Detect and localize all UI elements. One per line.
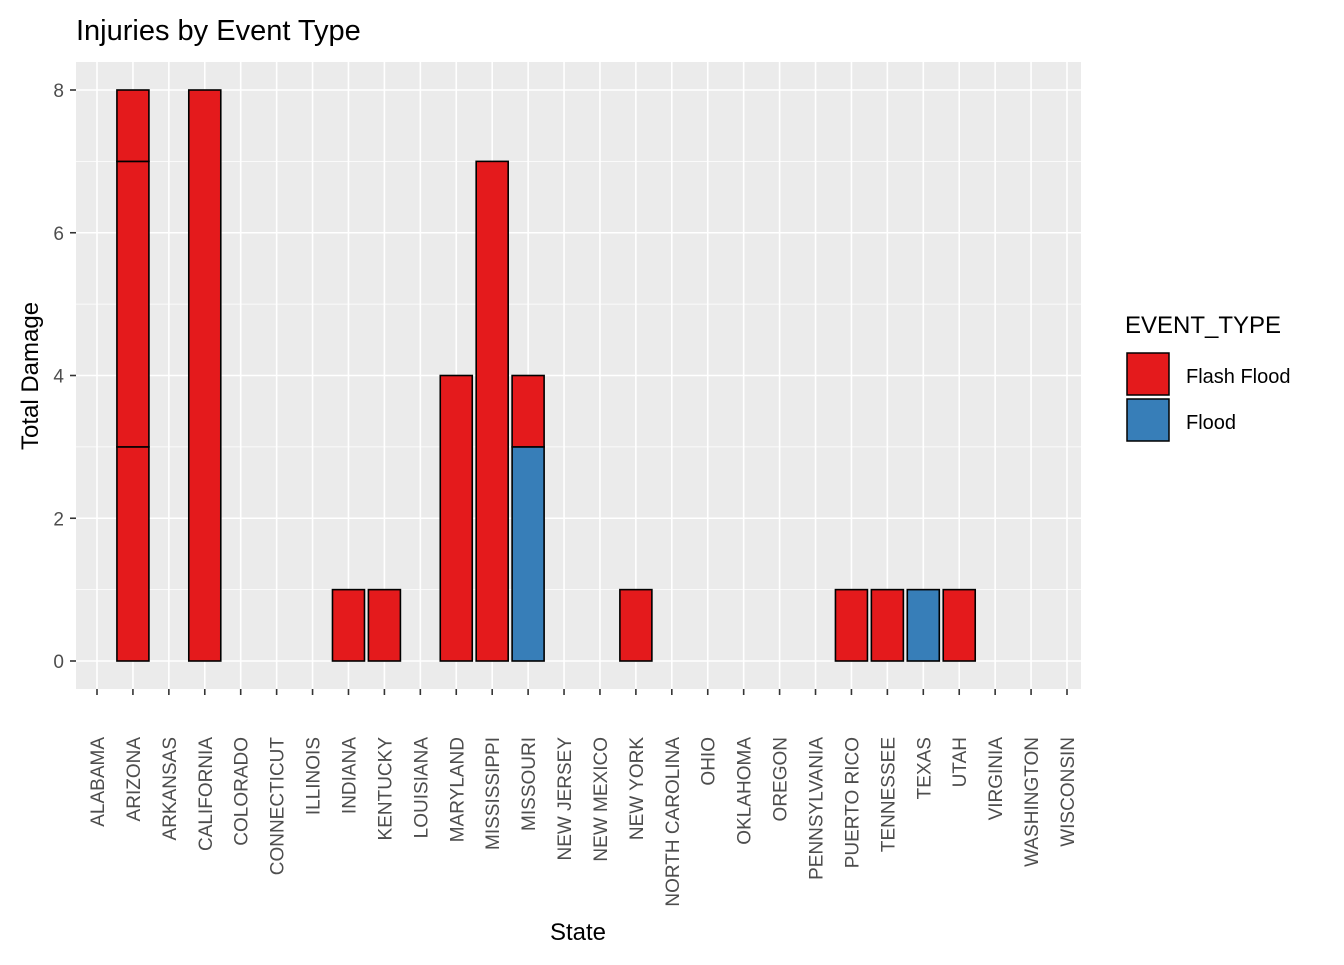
bars <box>116 89 977 662</box>
bar-segment <box>906 588 941 662</box>
legend-label-flood: Flood <box>1186 412 1236 434</box>
y-axis: 0 2 4 6 8 <box>53 81 76 673</box>
bar-segment <box>511 446 545 662</box>
legend-title: EVENT_TYPE <box>1125 312 1281 339</box>
x-tick-label: ILLINOIS <box>304 737 325 815</box>
chart-title: Injuries by Event Type <box>76 15 361 47</box>
x-tick-label: ARIZONA <box>124 737 145 822</box>
x-tick-label: NEW MEXICO <box>591 737 612 862</box>
x-tick-label: WISCONSIN <box>1058 737 1079 847</box>
x-tick-label: MISSISSIPPI <box>483 737 504 850</box>
bar-segment <box>331 588 366 662</box>
y-tick-label: 8 <box>53 81 64 102</box>
legend-key-flood <box>1126 398 1170 442</box>
y-tick-label: 4 <box>53 367 64 388</box>
bar-segment <box>187 89 222 662</box>
bar-segment <box>619 588 653 662</box>
bar-segment <box>475 160 509 662</box>
x-tick-label: OREGON <box>771 737 792 821</box>
x-tick-label: TENNESSEE <box>878 737 899 852</box>
bar-segment <box>116 160 150 448</box>
bar-segment <box>834 588 869 662</box>
x-tick-label: INDIANA <box>339 737 360 814</box>
x-tick-label: PENNSYLVANIA <box>807 737 828 880</box>
x-tick-label: WASHINGTON <box>1022 737 1043 867</box>
x-tick-label: KENTUCKY <box>375 737 396 841</box>
x-tick-label: NEW YORK <box>627 737 648 840</box>
y-tick-label: 6 <box>53 224 64 245</box>
x-axis: ALABAMA ARIZONA ARKANSAS CALIFORNIA COLORADO… <box>88 689 1079 907</box>
x-tick-label: MISSOURI <box>519 737 540 831</box>
legend-key-flash-flood <box>1126 352 1170 396</box>
legend-label-flash-flood: Flash Flood <box>1186 366 1291 388</box>
bar-segment <box>942 588 977 662</box>
x-tick-label: PUERTO RICO <box>842 737 863 868</box>
bar-segment <box>511 374 545 448</box>
x-tick-label: LOUISIANA <box>411 737 432 839</box>
bar-segment <box>116 446 150 662</box>
x-tick-label: MARYLAND <box>447 737 468 842</box>
x-axis-title: State <box>550 919 606 946</box>
y-axis-title: Total Damage <box>17 302 44 450</box>
x-tick-label: TEXAS <box>914 737 935 799</box>
y-tick-label: 2 <box>53 509 64 530</box>
x-tick-label: OKLAHOMA <box>735 737 756 845</box>
bar-segment <box>116 89 150 163</box>
x-tick-label: CALIFORNIA <box>196 737 217 851</box>
x-tick-label: ALABAMA <box>88 737 109 827</box>
bar-segment <box>870 588 905 662</box>
x-tick-label: CONNECTICUT <box>268 737 289 876</box>
x-tick-label: COLORADO <box>232 737 253 846</box>
x-tick-label: UTAH <box>950 737 971 787</box>
bar-segment <box>439 374 474 662</box>
x-tick-label: NORTH CAROLINA <box>663 737 684 907</box>
y-tick-label: 0 <box>53 652 64 673</box>
x-tick-label: VIRGINIA <box>986 737 1007 821</box>
x-tick-label: OHIO <box>699 737 720 786</box>
legend: EVENT_TYPE Flash Flood Flood <box>1125 312 1291 442</box>
bar-segment <box>367 588 402 662</box>
x-tick-label: NEW JERSEY <box>555 737 576 861</box>
x-tick-label: ARKANSAS <box>160 737 181 840</box>
